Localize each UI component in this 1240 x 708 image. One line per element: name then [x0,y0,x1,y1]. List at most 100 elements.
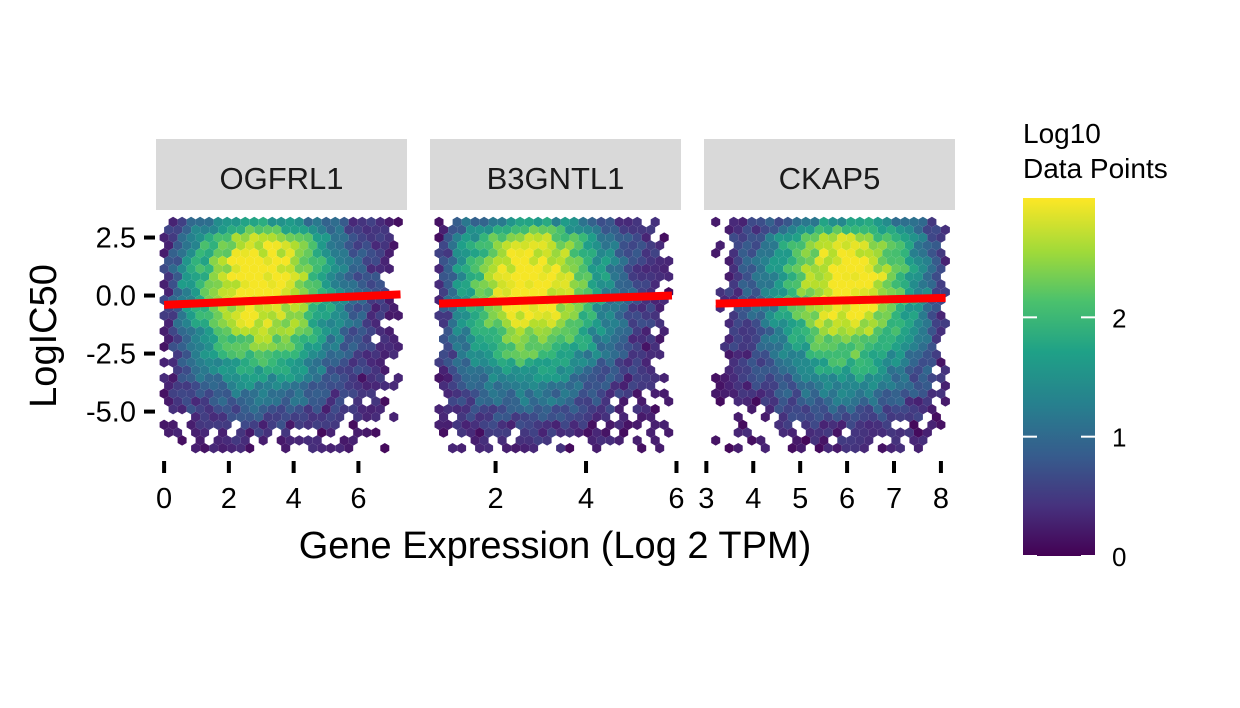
hexbin-cell [819,435,829,446]
hexbin-cell [805,318,815,329]
hexbin-cell [457,287,467,298]
hexbin-cell [846,357,856,368]
hexbin-cell [240,404,250,415]
hexbin-cell [511,302,521,313]
hexbin-cell [596,372,606,384]
hexbin-cell [614,419,624,430]
hexbin-cell [596,326,606,337]
hexbin-cell [321,404,331,415]
hexbin-cell [623,216,633,228]
hexbin-cell [276,263,286,274]
hexbin-cell [610,271,620,282]
hexbin-cell [461,248,471,259]
hexbin-cell [632,372,642,384]
hexbin-cell [502,349,512,360]
hexbin-cell [765,372,775,384]
hexbin-cell [213,279,223,290]
hexbin-cell [587,216,597,228]
hexbin-cell [769,287,779,298]
hexbin-cell [796,287,806,298]
hexbin-cell [520,255,530,267]
hexbin-cell [614,357,624,368]
hexbin-cell [783,404,793,415]
hexbin-cell [796,255,806,267]
hexbin-cell [267,248,277,259]
hexbin-cell [285,326,295,337]
hexbin-cell [614,341,624,352]
hexbin-cell [227,380,237,391]
hexbin-cell [164,287,174,298]
hexbin-cell [927,310,937,321]
hexbin-cell [733,443,743,454]
hexbin-cell [321,216,331,228]
hexbin-cell [560,404,570,415]
hexbin-cell [267,341,277,352]
hexbin-cell [810,248,820,259]
hexbin-cell [909,263,919,274]
hexbin-cell [542,263,552,274]
hexbin-cell [742,318,752,329]
hexbin-cell [227,240,237,251]
hexbin-cell [191,443,201,454]
hexbin-cell [186,310,196,321]
hexbin-cell [859,380,869,391]
hexbin-cell [303,310,313,321]
hexbin-cell [240,216,250,228]
hexbin-cell [299,365,309,376]
hexbin-cell [479,310,489,321]
hexbin-cell [895,380,905,391]
hexbin-cell [560,419,570,430]
hexbin-cell [511,333,521,345]
hexbin-cell [592,318,602,329]
hexbin-cell [168,341,178,352]
hexbin-cell [353,255,363,267]
hexbin-cell [195,341,205,352]
hexbin-cell [299,411,309,423]
hexbin-cell [380,255,390,267]
hexbin-cell [173,427,183,438]
hexbin-cell [281,411,291,423]
hexbin-cell [873,419,883,430]
hexbin-cell [859,271,869,282]
hexbin-cell [439,287,449,298]
hexbin-cell [542,419,552,430]
hexbin-cell [520,349,530,360]
hexbin-cell [895,318,905,329]
hexbin-cell [738,279,748,290]
hexbin-cell [209,287,219,298]
hexbin-cell [936,372,946,384]
hexbin-cell [855,310,865,321]
hexbin-cell [362,365,372,376]
hexbin-cell [227,255,237,267]
hexbin-cell [308,443,318,454]
hexbin-cell [569,232,579,243]
hexbin-cell [218,349,228,360]
hexbin-cell [587,357,597,368]
hexbin-cell [936,232,946,243]
hexbin-cell [846,372,856,384]
hexbin-cell [249,419,259,430]
hexbin-cell [177,310,187,321]
hexbin-cell [173,224,183,235]
hexbin-cell [511,240,521,251]
hexbin-cell [484,333,494,345]
hexbin-cell [515,232,525,243]
hexbin-cell [330,326,340,337]
hexbin-cell [344,255,354,267]
hexbin-cell [583,396,593,407]
hexbin-cell [177,404,187,415]
hexbin-cell [195,388,205,399]
hexbin-cell [655,302,665,313]
hexbin-cell [756,263,766,274]
hexbin-cell [592,380,602,391]
hexbin-cell [488,404,498,415]
hexbin-cell [895,443,905,454]
hexbin-cell [868,240,878,251]
hexbin-cell [384,326,394,337]
hexbin-cell [814,411,824,423]
hexbin-cell [738,419,748,430]
hexbin-cell [587,279,597,290]
hexbin-cell [855,372,865,384]
hexbin-cell [592,224,602,235]
hexbin-cell [623,341,633,352]
